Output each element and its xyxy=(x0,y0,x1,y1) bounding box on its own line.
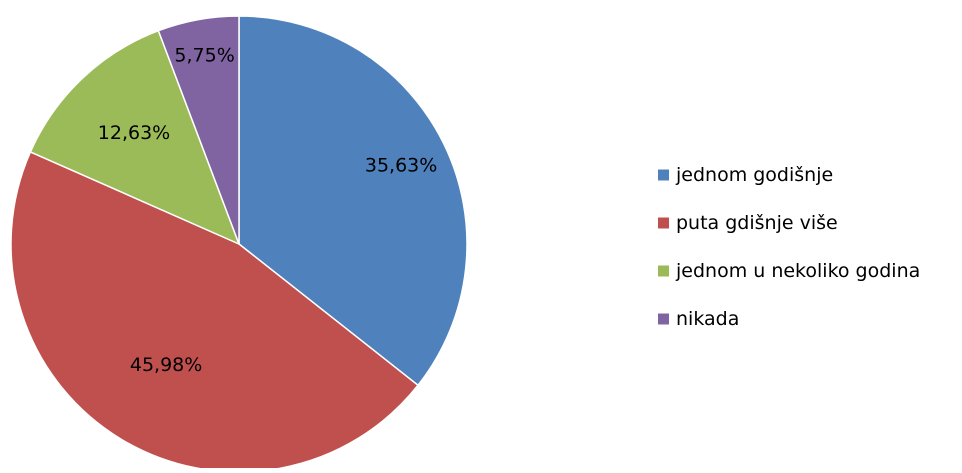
pie-slice-jednom-u-nekoliko-godina xyxy=(29,29,240,245)
pie-slices xyxy=(10,15,468,473)
pie-slice-nikada xyxy=(157,15,240,245)
data-label-puta-gdisnje-vise: 45,98% xyxy=(130,354,202,376)
data-label-nikada: 5,75% xyxy=(174,45,234,67)
legend-swatch-nikada xyxy=(658,313,669,325)
legend-swatch-jednom-u-nekoliko-godina xyxy=(658,265,669,277)
legend-label-jednom-u-nekoliko-godina: jednom u nekoliko godina xyxy=(675,260,920,282)
data-label-jednom-u-nekoliko-godina: 12,63% xyxy=(98,122,170,144)
legend-label-jednom-godisnje: jednom godišnje xyxy=(675,164,833,186)
pie-slice-puta-gdisnje-vise xyxy=(10,151,419,473)
legend-label-puta-gdisnje-vise: puta gdišnje više xyxy=(676,212,838,234)
legend-label-nikada: nikada xyxy=(676,308,739,330)
legend-swatch-jednom-godisnje xyxy=(658,169,669,181)
pie-slice-jednom-godisnje xyxy=(238,15,468,386)
data-label-jednom-godisnje: 35,63% xyxy=(365,154,437,176)
pie-data-labels: 35,63% 45,98% 12,63% 5,75% xyxy=(98,45,438,377)
chart-legend: jednom godišnje puta gdišnje više jednom u… xyxy=(658,164,920,330)
legend-swatch-puta-gdisnje-vise xyxy=(658,217,669,229)
